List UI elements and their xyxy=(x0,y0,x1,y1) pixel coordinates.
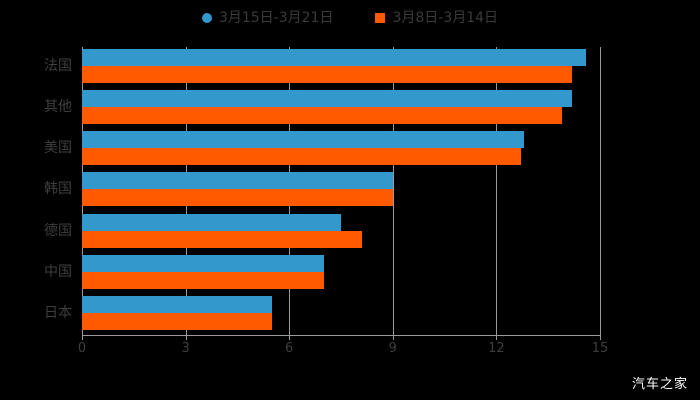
bar[interactable] xyxy=(82,172,393,190)
legend-label-series-2: 3月8日-3月14日 xyxy=(392,10,499,26)
bar[interactable] xyxy=(82,230,362,248)
bar[interactable] xyxy=(82,49,587,66)
x-axis-tick xyxy=(496,335,498,340)
plot-area xyxy=(82,47,601,335)
y-axis-label: 德国 xyxy=(44,222,72,239)
bar[interactable] xyxy=(82,148,521,166)
x-axis-tick-label: 15 xyxy=(591,341,609,356)
gridline xyxy=(600,47,601,335)
bar[interactable] xyxy=(82,90,573,108)
bar[interactable] xyxy=(82,312,272,330)
legend-label-series-1: 3月15日-3月21日 xyxy=(218,10,334,26)
bar[interactable] xyxy=(82,271,324,289)
x-axis-tick xyxy=(392,335,394,340)
bar[interactable] xyxy=(82,66,573,83)
y-axis-label: 日本 xyxy=(44,304,72,321)
y-axis-label: 美国 xyxy=(44,140,72,157)
bar[interactable] xyxy=(82,213,341,231)
bar[interactable] xyxy=(82,131,525,149)
chart-legend: 3月15日-3月21日 3月8日-3月14日 xyxy=(0,6,700,30)
bar[interactable] xyxy=(82,295,272,313)
gridline xyxy=(392,47,394,335)
y-axis-label: 中国 xyxy=(44,263,72,280)
x-axis-tick-label: 0 xyxy=(77,341,87,356)
legend-item-series-1[interactable]: 3月15日-3月21日 xyxy=(201,10,334,26)
x-axis-tick xyxy=(289,335,291,340)
y-axis-label: 其他 xyxy=(44,99,72,116)
x-axis-tick-label: 6 xyxy=(285,341,294,356)
y-axis-label: 法国 xyxy=(44,58,72,74)
gridline xyxy=(496,47,498,335)
bar[interactable] xyxy=(82,189,393,207)
x-axis-tick-label: 3 xyxy=(181,341,190,356)
x-axis-tick xyxy=(82,335,83,340)
watermark: 汽车之家 xyxy=(631,377,688,392)
x-axis-tick xyxy=(600,335,601,340)
circle-icon xyxy=(201,13,212,23)
x-axis-tick-label: 12 xyxy=(488,341,505,356)
x-axis-tick xyxy=(185,335,187,340)
x-axis-line xyxy=(82,335,601,336)
y-axis-label: 韩国 xyxy=(44,181,72,198)
legend-item-series-2[interactable]: 3月8日-3月14日 xyxy=(375,11,498,25)
square-icon xyxy=(375,13,386,23)
x-axis-tick-label: 9 xyxy=(388,341,397,356)
bar[interactable] xyxy=(82,107,562,125)
bar[interactable] xyxy=(82,254,324,272)
